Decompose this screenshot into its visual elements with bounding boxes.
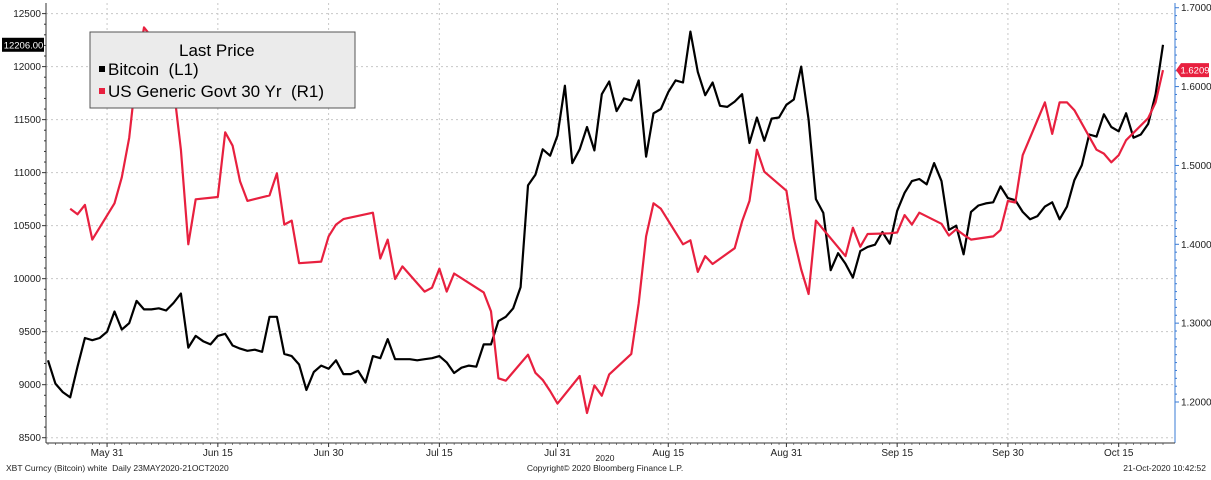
- left-tick-label: 12000: [13, 62, 41, 73]
- x-tick-label: Oct 15: [1104, 448, 1134, 459]
- left-tick-label: 10000: [13, 274, 41, 285]
- left-tick-label: 10500: [13, 221, 41, 232]
- left-tick-label: 11500: [14, 115, 42, 126]
- left-tick-label: 8500: [19, 433, 42, 444]
- right-tick-label: 1.6000: [1181, 82, 1211, 93]
- right-tick-label: 1.2000: [1181, 397, 1211, 408]
- legend-title: Last Price: [179, 41, 255, 60]
- x-tick-label: Jul 31: [544, 448, 571, 459]
- series-layer: [46, 26, 1165, 415]
- footer-center: Copyright© 2020 Bloomberg Finance L.P.: [527, 463, 683, 473]
- right-axis: 1.2000 1.3000 1.4000 1.5000 1.6000 1.7000: [1174, 3, 1211, 443]
- badge-right-bg: [1176, 63, 1209, 78]
- legend-swatch-treasury: [99, 88, 105, 94]
- left-axis: 8500 9000 9500 10000 10500 11000 11500 12000 125…: [13, 3, 47, 444]
- x-tick-label: Jun 30: [314, 448, 344, 459]
- series-line-us-30yr: [69, 26, 1165, 415]
- x-tick-label: Sep 15: [881, 448, 913, 459]
- x-tick-label: May 31: [91, 448, 124, 459]
- footer: XBT Curncy (Bitcoin) white Daily 23MAY20…: [6, 453, 1206, 473]
- left-tick-label: 9500: [19, 327, 42, 338]
- right-tick-label: 1.4000: [1181, 240, 1211, 251]
- legend-entry-bitcoin: Bitcoin (L1): [108, 60, 199, 79]
- right-tick-label: 1.7000: [1181, 3, 1211, 14]
- legend-box: [89, 31, 356, 109]
- footer-right: 21-Oct-2020 10:42:52: [1123, 463, 1206, 473]
- badge-left-label: 12206.00: [4, 40, 44, 51]
- x-tick-label: Jun 15: [203, 448, 233, 459]
- right-tick-label: 1.5000: [1181, 161, 1211, 172]
- x-tick-label: Aug 31: [771, 448, 803, 459]
- gridlines: [46, 3, 1175, 443]
- legend-entry-treasury: US Generic Govt 30 Yr (R1): [108, 82, 324, 101]
- left-tick-label: 11000: [14, 168, 42, 179]
- footer-left: XBT Curncy (Bitcoin) white Daily 23MAY20…: [6, 463, 229, 473]
- x-year-label: 2020: [596, 453, 615, 463]
- left-tick-label: 12500: [13, 9, 41, 20]
- x-tick-label: Sep 30: [992, 448, 1024, 459]
- x-tick-label: Jul 15: [426, 448, 453, 459]
- badge-right-label: 1.6209: [1180, 66, 1209, 77]
- last-value-badges: 12206.00 1.6209: [2, 37, 1210, 78]
- x-axis: May 31 Jun 15 Jun 30 Jul 15 Jul 31 Aug 15 Aug …: [46, 442, 1175, 459]
- badge-left-bg: [2, 37, 44, 52]
- x-tick-label: Aug 15: [652, 448, 684, 459]
- series-line-bitcoin: [46, 30, 1165, 399]
- left-tick-label: 9000: [19, 380, 42, 391]
- legend-swatch-bitcoin: [99, 66, 105, 72]
- right-tick-label: 1.3000: [1181, 319, 1211, 330]
- legend: Last Price Bitcoin (L1) US Generic Govt …: [89, 31, 356, 109]
